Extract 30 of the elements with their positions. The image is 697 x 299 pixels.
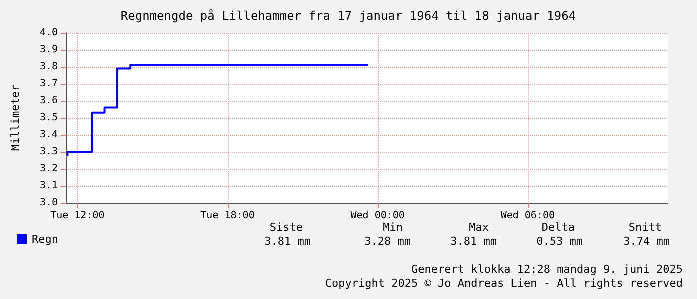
y-tick-label: 4.0: [40, 28, 58, 38]
text: Copyright 2025 © Jo Andreas Lien - All rights reserved: [325, 277, 683, 290]
y-tick-label: 3.1: [40, 180, 58, 192]
y-tick-label: 3.5: [40, 112, 58, 124]
y-tick-label: 3.6: [40, 96, 58, 106]
text: Min: [383, 221, 403, 234]
legend-label: Regn: [32, 233, 58, 246]
text: 0.53 mm: [536, 235, 584, 248]
x-tick-label: Tue 12:00: [50, 210, 105, 222]
text: Siste: [270, 221, 303, 234]
text: 3.28 mm: [364, 235, 412, 248]
text: Snitt: [628, 221, 662, 234]
y-tick-label: 3.3: [40, 146, 58, 158]
text: Generert klokka 12:28 mandag 9. juni 2025: [411, 263, 683, 276]
x-tick-label: Wed 00:00: [350, 210, 405, 222]
text: 3.74 mm: [624, 235, 670, 248]
text: 3.81 mm: [450, 235, 498, 248]
y-tick-label: 3.7: [40, 78, 58, 90]
y-axis-title: Millimeter: [9, 84, 22, 152]
text: Max: [469, 221, 490, 234]
x-tick-label: Tue 18:00: [200, 210, 255, 222]
chart-title: Regnmengde på Lillehammer fra 17 januar 1964 til 18 januar 1964: [120, 9, 576, 23]
text: Delta: [542, 221, 575, 234]
y-tick-label: 3.8: [40, 62, 58, 72]
y-tick-label: 3.9: [40, 44, 58, 56]
y-tick-label: 3.0: [40, 198, 58, 208]
text: 3.81 mm: [264, 235, 312, 248]
x-tick-label: Wed 06:00: [500, 210, 556, 222]
y-tick-label: 3.2: [40, 164, 58, 174]
y-tick-label: 3.4: [40, 130, 58, 140]
